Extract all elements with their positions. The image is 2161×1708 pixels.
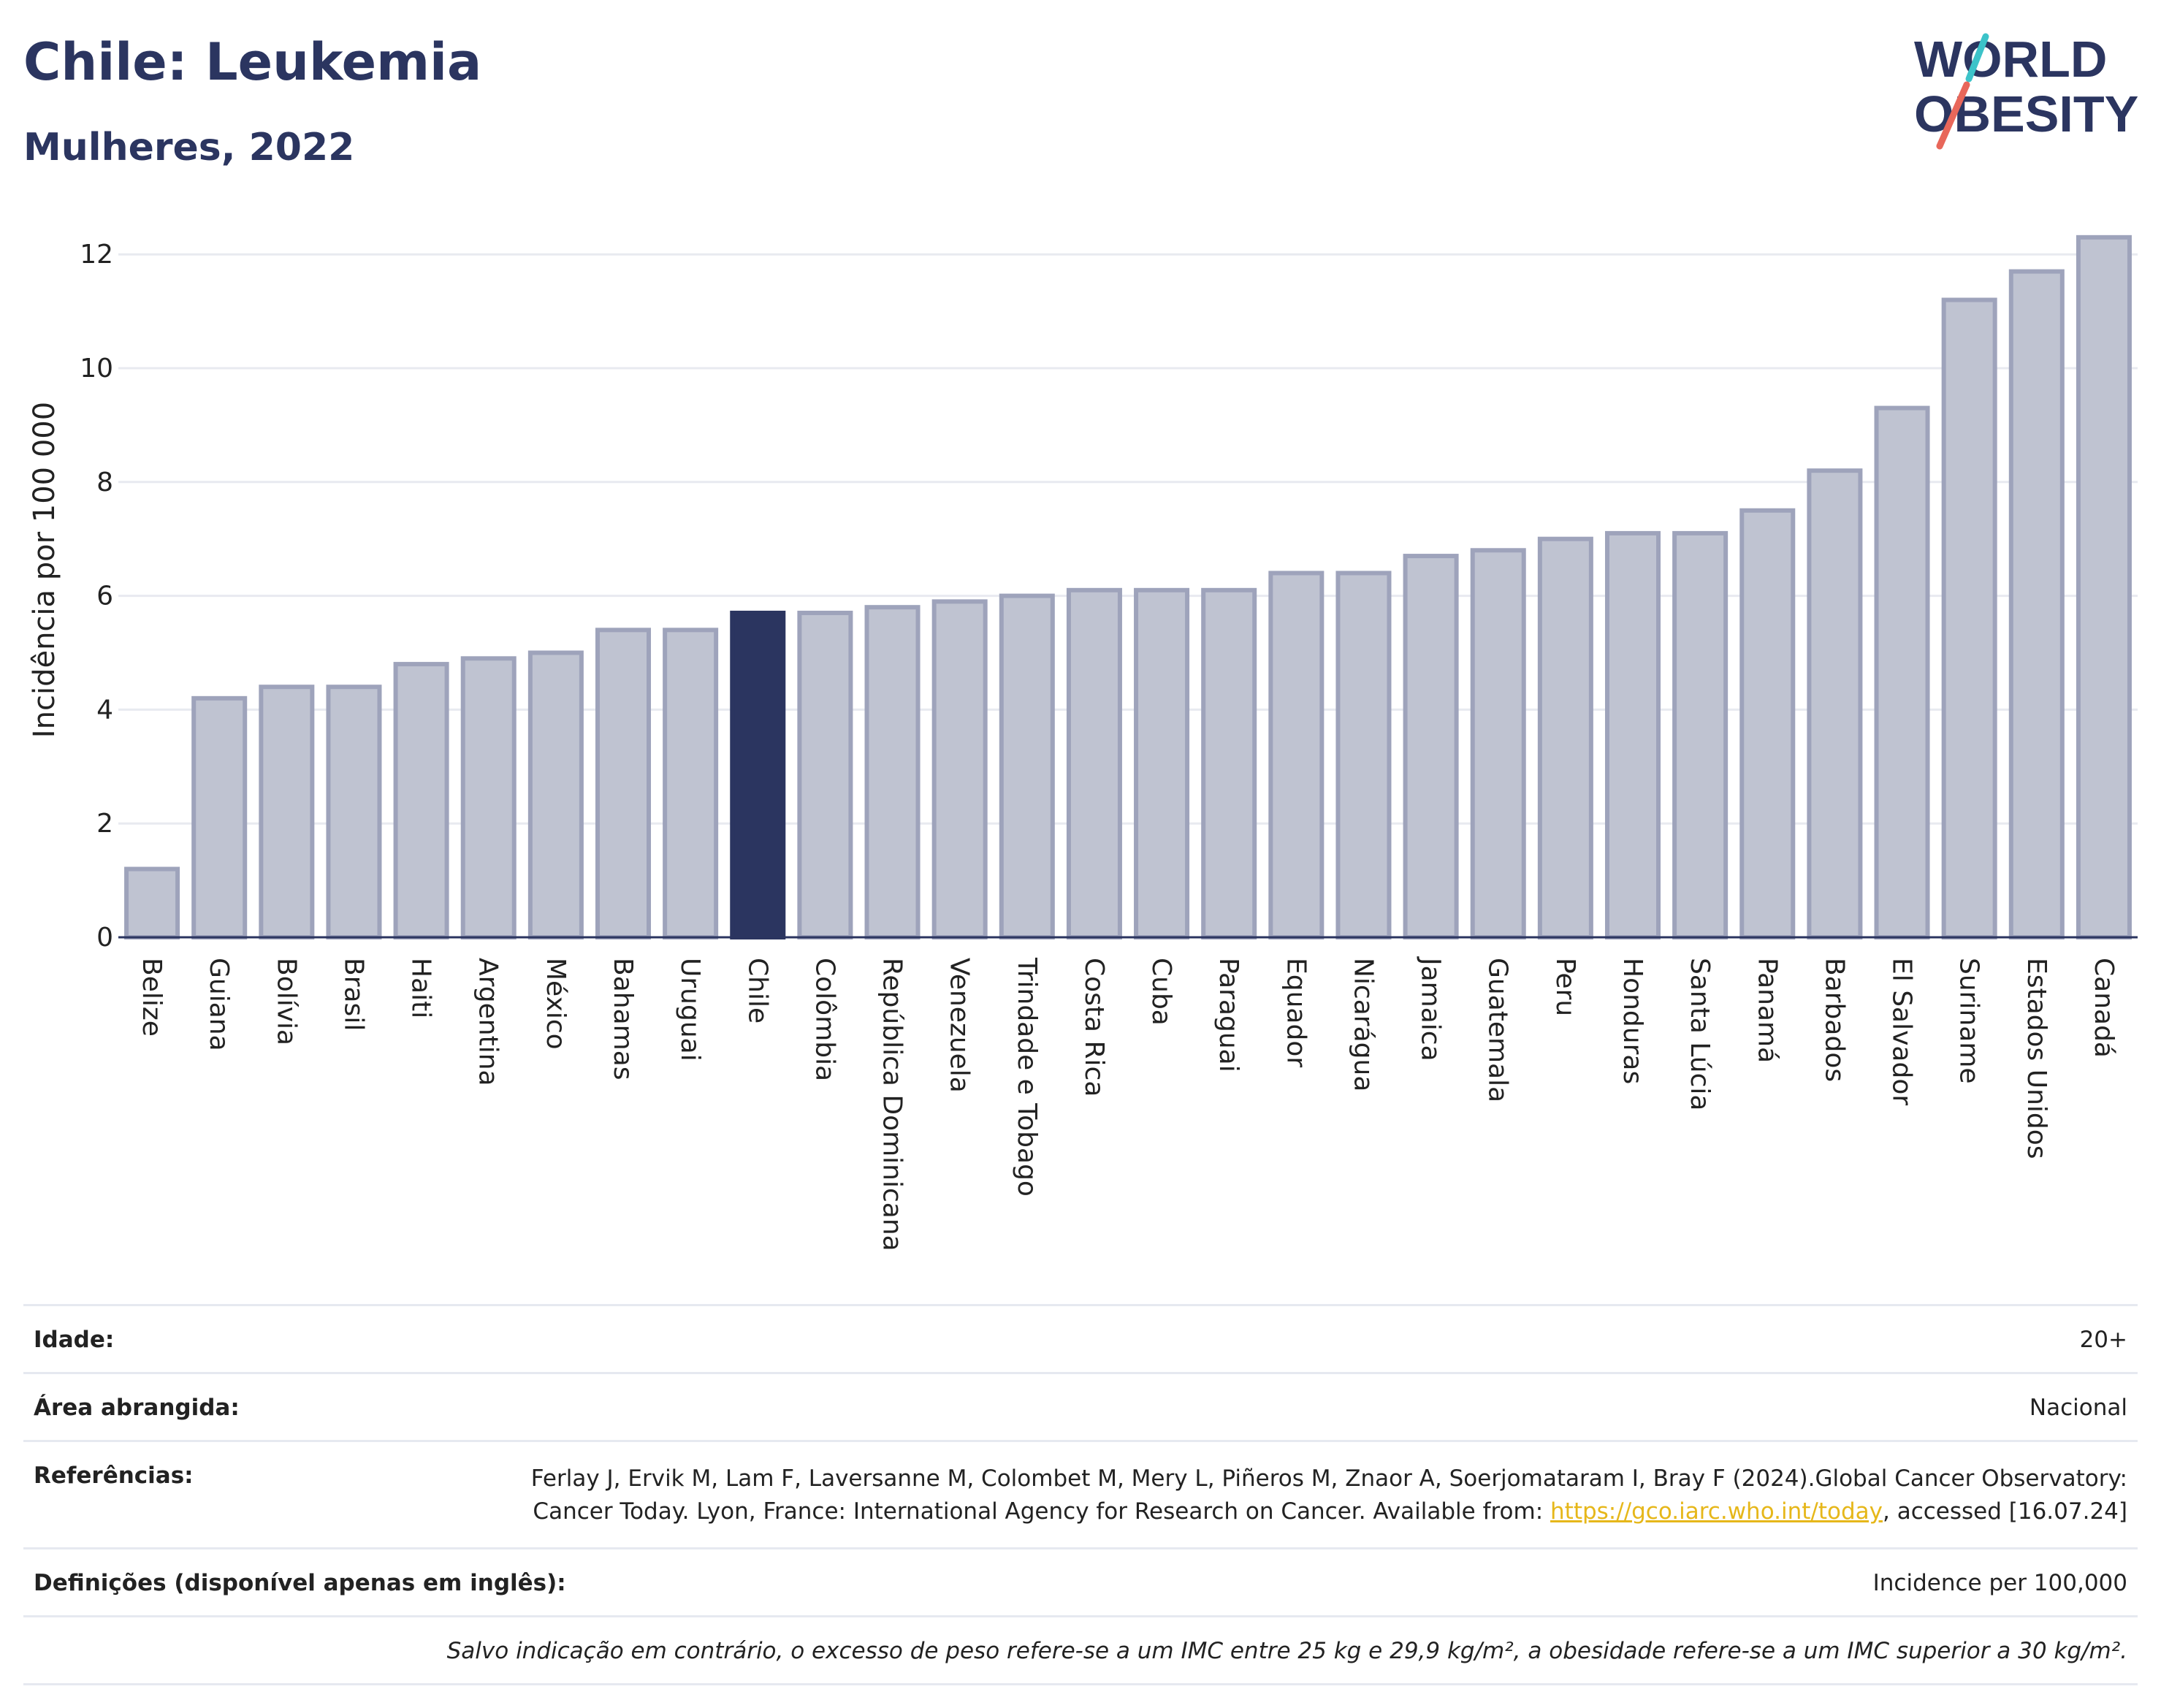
- bar: [595, 628, 652, 940]
- logo-slash-top: [1965, 33, 1989, 83]
- y-tick-label: 2: [96, 809, 113, 839]
- bar: [1941, 297, 1997, 939]
- x-tick-label: Costa Rica: [1079, 958, 1109, 1097]
- x-tick-label: Trindade e Tobago: [1012, 957, 1042, 1197]
- references-link[interactable]: https://gco.iarc.who.int/today: [1550, 1498, 1883, 1525]
- x-tick-label: Belize: [137, 958, 167, 1037]
- x-tick-label: Honduras: [1617, 958, 1647, 1084]
- x-tick-label: Colômbia: [809, 958, 839, 1081]
- info-row-note: Salvo indicação em contrário, o excesso …: [23, 1615, 2138, 1685]
- x-tick-label: Jamaica: [1416, 956, 1446, 1061]
- bar: [2008, 269, 2065, 939]
- logo-slash-bottom: [1936, 81, 1970, 150]
- bar: [124, 866, 180, 940]
- x-tick-label: Haiti: [406, 958, 436, 1018]
- x-tick-label: Venezuela: [945, 958, 975, 1093]
- x-tick-label: Uruguai: [675, 958, 705, 1061]
- x-tick-label: Bahamas: [608, 958, 638, 1080]
- area-value: Nacional: [2029, 1395, 2127, 1421]
- bar: [1537, 536, 1593, 939]
- area-label: Área abrangida:: [34, 1395, 240, 1421]
- x-tick-label: Barbados: [1819, 958, 1849, 1082]
- x-tick-label: Canadá: [2089, 958, 2119, 1058]
- y-tick-label: 8: [96, 468, 113, 497]
- bar: [393, 662, 449, 940]
- info-row-age: Idade: 20+: [23, 1304, 2138, 1372]
- bar: [663, 628, 719, 940]
- bar: [1604, 530, 1661, 939]
- bar: [999, 593, 1055, 939]
- age-label: Idade:: [34, 1327, 115, 1353]
- x-tick-label: Estados Unidos: [2021, 958, 2051, 1159]
- logo-line1: WORLD: [1914, 31, 2107, 88]
- x-tick-label: República Dominicana: [877, 958, 907, 1251]
- bar: [730, 610, 786, 939]
- bar: [1066, 587, 1122, 939]
- x-tick-label: Chile: [742, 958, 772, 1023]
- x-tick-label: Guiana: [204, 958, 234, 1051]
- bar: [1201, 587, 1257, 939]
- x-tick-label: Brasil: [338, 958, 368, 1031]
- y-tick-label: 10: [80, 354, 113, 384]
- y-tick-label: 4: [96, 695, 113, 725]
- references-text-end: , accessed [16.07.24]: [1882, 1498, 2127, 1525]
- bar: [191, 695, 248, 939]
- bar: [1672, 530, 1729, 939]
- x-tick-label: Peru: [1550, 958, 1580, 1016]
- info-row-references: Referências: Ferlay J, Ervik M, Lam F, L…: [23, 1440, 2138, 1547]
- x-tick-label: Equador: [1281, 958, 1311, 1067]
- bar: [1403, 554, 1459, 939]
- y-tick-label: 12: [80, 240, 113, 270]
- x-tick-label: Suriname: [1954, 958, 1984, 1084]
- references-label: Referências:: [34, 1463, 194, 1489]
- page-subtitle: Mulheres, 2022: [23, 126, 355, 169]
- bar: [1470, 548, 1526, 939]
- bar: [259, 685, 315, 939]
- x-tick-label: Argentina: [473, 958, 503, 1086]
- bar: [1874, 405, 1930, 939]
- bar-chart: 0 2 4 6 8 10 12 Incidência por 100 000 Belize Gui…: [28, 235, 2138, 1251]
- bar: [931, 599, 988, 939]
- x-tick-label: Guatemala: [1483, 958, 1513, 1102]
- x-tick-label: Panamá: [1752, 958, 1782, 1063]
- info-row-definitions: Definições (disponível apenas em inglês)…: [23, 1547, 2138, 1615]
- bar: [1807, 468, 1863, 939]
- y-axis-label: Incidência por 100 000: [28, 402, 61, 738]
- x-tick-label: Paraguai: [1213, 958, 1243, 1072]
- references-text: Ferlay J, Ervik M, Lam F, Laversanne M, …: [530, 1465, 2127, 1525]
- bar: [797, 610, 853, 939]
- bar: [527, 650, 584, 939]
- x-tick-label: Bolívia: [271, 958, 301, 1045]
- x-tick-label: Nicarágua: [1348, 958, 1378, 1091]
- page-title: Chile: Leukemia: [23, 32, 482, 92]
- references-value: Ferlay J, Ervik M, Lam F, Laversanne M, …: [484, 1463, 2127, 1528]
- info-table: Idade: 20+ Área abrangida: Nacional Refe…: [23, 1304, 2138, 1685]
- y-tick-label: 6: [96, 582, 113, 611]
- bar: [2076, 235, 2132, 939]
- bar: [1134, 587, 1190, 939]
- bar: [1335, 571, 1392, 939]
- definitions-value: Incidence per 100,000: [1872, 1570, 2127, 1596]
- bar: [326, 685, 382, 939]
- info-row-area: Área abrangida: Nacional: [23, 1372, 2138, 1440]
- world-obesity-logo: WORLD OBESITY: [1899, 22, 2148, 153]
- footnote: Salvo indicação em contrário, o excesso …: [446, 1638, 2127, 1664]
- bar: [460, 656, 517, 939]
- bar: [1268, 571, 1325, 939]
- x-tick-label: El Salvador: [1887, 958, 1917, 1105]
- x-tick-label: México: [541, 958, 571, 1050]
- y-tick-label: 0: [96, 923, 113, 953]
- definitions-label: Definições (disponível apenas em inglês)…: [34, 1570, 566, 1596]
- x-tick-label: Santa Lúcia: [1685, 958, 1715, 1110]
- bar: [1739, 508, 1796, 939]
- age-value: 20+: [2079, 1327, 2127, 1353]
- x-tick-label: Cuba: [1146, 958, 1176, 1026]
- bar: [864, 605, 921, 939]
